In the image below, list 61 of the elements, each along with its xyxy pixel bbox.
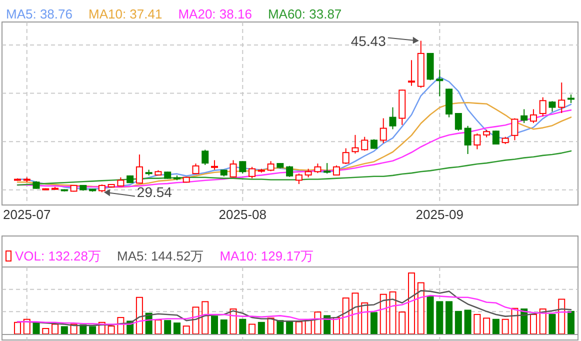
bar <box>220 319 228 334</box>
candlestick <box>520 108 528 124</box>
candlestick <box>436 69 444 97</box>
bar <box>389 291 396 334</box>
bar <box>426 296 434 334</box>
x-tick-label: 2025-08 <box>218 207 267 222</box>
bar <box>60 326 68 334</box>
bar <box>52 324 59 334</box>
bar <box>14 322 21 334</box>
bar <box>211 316 218 334</box>
bar <box>464 310 472 334</box>
bar <box>304 320 312 334</box>
bar <box>164 320 172 334</box>
bar <box>182 326 190 334</box>
bar <box>474 314 481 334</box>
text: MA5: 38.76 <box>6 6 72 22</box>
bar <box>342 298 350 334</box>
bar <box>380 294 387 334</box>
bar <box>32 322 40 334</box>
bar <box>248 324 256 334</box>
x-tick-label: 2025-07 <box>3 207 51 222</box>
text: MA60: 33.87 <box>268 6 342 22</box>
bar <box>558 298 566 334</box>
bar <box>295 321 302 334</box>
bar <box>267 318 274 334</box>
bar <box>398 312 406 334</box>
bar <box>492 318 500 334</box>
text: MA10: 37.41 <box>88 6 162 22</box>
bar <box>136 296 143 334</box>
text: MA10: 129.17万 <box>220 248 314 264</box>
bar <box>361 302 368 334</box>
legend-label: VOL: 132.28万 <box>15 248 101 264</box>
x-tick-label: 2025-09 <box>416 207 464 222</box>
bar <box>108 326 115 334</box>
bar <box>436 301 444 334</box>
candlestick <box>380 118 387 144</box>
annotation: 29.54 <box>136 184 172 200</box>
text: MA5: 144.52万 <box>117 248 204 264</box>
bar <box>502 318 509 334</box>
bar <box>154 319 162 334</box>
bar <box>89 326 96 334</box>
bar <box>239 318 246 334</box>
bar <box>568 310 574 334</box>
bar <box>42 328 50 334</box>
bar <box>548 314 556 334</box>
bar <box>173 322 180 334</box>
bar <box>454 310 462 334</box>
bar <box>314 312 322 334</box>
bar <box>530 314 537 334</box>
bar <box>286 321 294 334</box>
bar <box>408 272 416 334</box>
candlestick <box>408 60 416 86</box>
bar <box>202 301 209 334</box>
bar <box>370 312 378 334</box>
text: MA20: 38.16 <box>178 6 252 22</box>
bar <box>446 301 453 334</box>
bar <box>352 292 359 334</box>
bar <box>417 282 424 334</box>
annotation: 45.43 <box>350 32 386 49</box>
bar <box>483 318 490 334</box>
bar <box>258 322 265 334</box>
